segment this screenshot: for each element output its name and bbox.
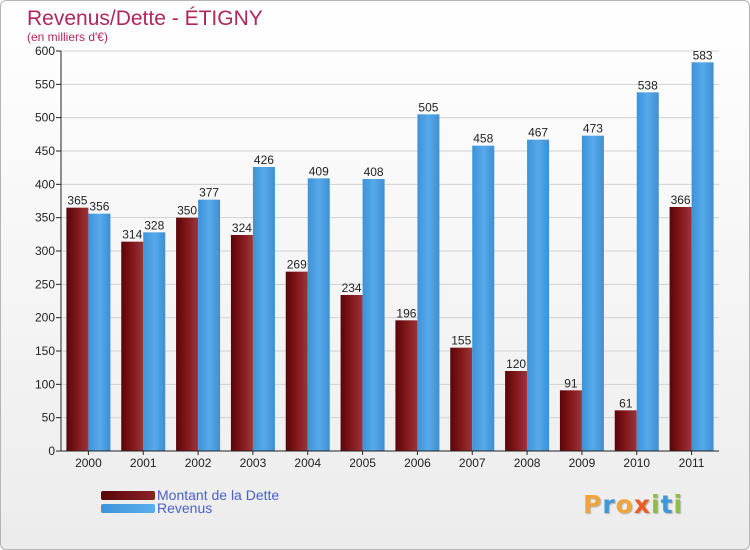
revenue-value-label: 409 <box>309 164 329 178</box>
x-tick-label: 2008 <box>514 456 541 470</box>
debt-value-label: 269 <box>287 258 307 272</box>
y-tick-label: 500 <box>35 111 55 125</box>
legend-item-revenue: Revenus <box>101 500 212 516</box>
proxiti-logo: Proxiti <box>583 490 683 519</box>
logo-letter: i <box>673 490 684 519</box>
legend-swatch-revenue <box>101 503 155 513</box>
x-tick-label: 2007 <box>459 456 486 470</box>
logo-letter: i <box>651 490 661 519</box>
y-tick-label: 300 <box>35 244 55 258</box>
debt-value-label: 365 <box>67 194 87 208</box>
revenue-bar <box>472 145 495 451</box>
legend-label-debt: Montant de la Dette <box>157 487 280 503</box>
legend-swatch-debt <box>101 490 155 500</box>
logo-letter: o <box>615 490 634 519</box>
x-tick-label: 2003 <box>240 456 267 470</box>
logo-letter: t <box>660 490 674 519</box>
y-tick-label: 350 <box>35 211 55 225</box>
debt-value-label: 314 <box>122 228 142 242</box>
logo-letter: r <box>602 490 616 519</box>
y-tick-label: 250 <box>35 277 55 291</box>
revenue-value-label: 408 <box>364 165 384 179</box>
x-tick-label: 2004 <box>294 456 321 470</box>
revenue-bar <box>527 139 550 451</box>
debt-bar <box>230 235 253 451</box>
revenue-bar <box>362 179 385 451</box>
revenue-value-label: 583 <box>693 48 713 62</box>
revenue-value-label: 377 <box>199 186 219 200</box>
debt-value-label: 120 <box>506 357 526 371</box>
x-tick-label: 2009 <box>569 456 596 470</box>
debt-bar <box>505 371 528 451</box>
debt-value-label: 234 <box>342 281 362 295</box>
x-tick-label: 2002 <box>185 456 212 470</box>
revenue-bar <box>198 199 221 451</box>
y-tick-label: 0 <box>48 444 55 458</box>
legend-label-revenue: Revenus <box>157 500 213 516</box>
debt-value-label: 366 <box>671 193 691 207</box>
x-tick-label: 2010 <box>623 456 650 470</box>
debt-bar <box>176 217 199 451</box>
logo-letter: P <box>583 490 603 519</box>
revenue-bar <box>691 62 714 451</box>
y-tick-label: 100 <box>35 377 55 391</box>
debt-value-label: 324 <box>232 221 252 235</box>
y-tick-label: 400 <box>35 177 55 191</box>
revenue-bar <box>143 232 166 451</box>
debt-bar <box>285 271 308 451</box>
debt-bar <box>66 207 89 451</box>
y-tick-label: 550 <box>35 77 55 91</box>
debt-bar <box>559 390 582 451</box>
y-tick-label: 450 <box>35 144 55 158</box>
x-tick-label: 2006 <box>404 456 431 470</box>
y-tick-label: 600 <box>35 44 55 58</box>
revenue-bar <box>636 92 659 451</box>
chart-title: Revenus/Dette - ÉTIGNY <box>27 7 263 30</box>
debt-bar <box>450 347 473 451</box>
chart-subtitle: (en milliers d'€) <box>27 30 108 44</box>
x-tick-label: 2001 <box>130 456 157 470</box>
revenue-bar <box>307 178 330 452</box>
revenue-value-label: 538 <box>638 78 658 92</box>
revenue-value-label: 458 <box>473 132 493 146</box>
y-tick-label: 150 <box>35 344 55 358</box>
x-tick-label: 2005 <box>349 456 376 470</box>
revenue-value-label: 328 <box>144 218 164 232</box>
x-tick-label: 2011 <box>679 456 705 470</box>
debt-bar <box>614 410 637 451</box>
debt-bar <box>395 320 418 451</box>
revenue-value-label: 356 <box>89 200 109 214</box>
revenue-value-label: 467 <box>528 126 548 140</box>
revenue-bar <box>581 135 604 451</box>
debt-value-label: 61 <box>619 396 633 410</box>
revenue-value-label: 426 <box>254 153 274 167</box>
debt-bar <box>121 241 144 451</box>
debt-value-label: 350 <box>177 204 197 218</box>
revenue-bar <box>417 114 440 451</box>
revenue-value-label: 505 <box>418 100 438 114</box>
logo-letter: x <box>633 490 651 519</box>
legend-item-debt: Montant de la Dette <box>101 487 279 503</box>
revenue-bar <box>88 213 111 451</box>
debt-bar <box>340 295 363 451</box>
x-tick-label: 2000 <box>75 456 102 470</box>
revenue-value-label: 473 <box>583 122 603 136</box>
debt-value-label: 155 <box>451 334 471 348</box>
debt-bar <box>669 207 692 451</box>
debt-value-label: 91 <box>564 376 578 390</box>
revenue-bar <box>252 167 275 451</box>
debt-value-label: 196 <box>396 306 416 320</box>
y-tick-label: 50 <box>42 411 56 425</box>
y-tick-label: 200 <box>35 311 55 325</box>
